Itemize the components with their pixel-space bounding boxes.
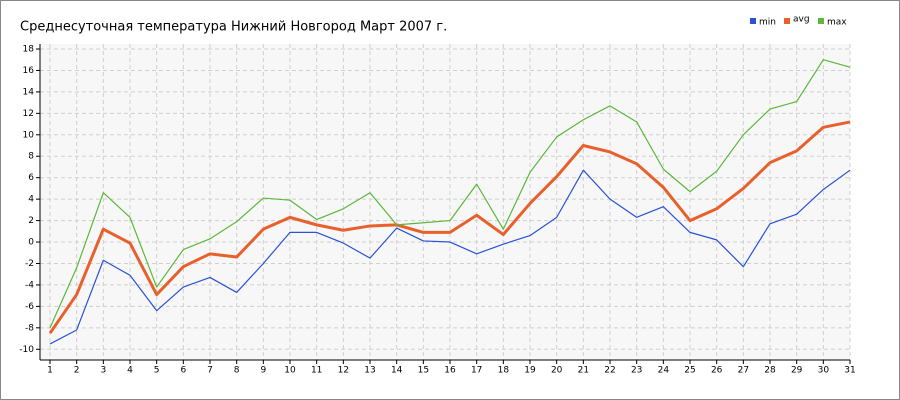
x-tick-label: 16 (444, 366, 456, 376)
series-line (48, 120, 851, 335)
y-tick-label: 10 (23, 130, 35, 140)
series-line (49, 169, 851, 345)
y-tick-label: 2 (28, 216, 34, 226)
y-tick-label: -8 (25, 323, 34, 333)
y-tick-label: 12 (23, 109, 34, 119)
x-tick-label: 30 (818, 366, 830, 376)
x-tick-label: 27 (738, 366, 749, 376)
x-tick-label: 7 (207, 366, 213, 376)
x-tick-label: 31 (844, 366, 855, 376)
plot-area (40, 44, 850, 360)
x-tick-label: 24 (658, 366, 670, 376)
x-tick-label: 4 (127, 366, 133, 376)
legend-label: avg (793, 15, 810, 25)
series-line (49, 59, 851, 329)
x-tick-label: 2 (74, 366, 80, 376)
x-tick-label: 5 (154, 366, 160, 376)
x-tick-label: 19 (524, 366, 536, 376)
x-tick-label: 6 (180, 366, 186, 376)
x-tick-label: 29 (791, 366, 803, 376)
x-tick-label: 18 (498, 366, 510, 376)
x-tick-label: 15 (418, 366, 429, 376)
y-tick-label: 8 (28, 152, 34, 162)
legend-swatch (784, 18, 790, 24)
legend-label: min (759, 18, 776, 28)
y-tick-label: -2 (25, 259, 34, 269)
x-tick-label: 9 (260, 366, 266, 376)
x-tick-label: 17 (471, 366, 482, 376)
x-tick-label: 23 (631, 366, 642, 376)
x-tick-label: 14 (391, 366, 403, 376)
x-tick-label: 12 (338, 366, 349, 376)
chart-title: Среднесуточная температура Нижний Новгор… (20, 20, 447, 35)
x-tick-label: 13 (364, 366, 375, 376)
x-tick-label: 26 (711, 366, 723, 376)
x-tick-label: 1 (47, 366, 53, 376)
y-tick-label: -4 (25, 280, 34, 290)
legend-swatch (818, 18, 824, 24)
y-tick-label: 18 (23, 45, 35, 55)
x-tick-label: 28 (764, 366, 776, 376)
x-tick-label: 11 (311, 366, 322, 376)
y-tick-label: -10 (19, 345, 34, 355)
x-tick-label: 22 (604, 366, 615, 376)
legend: min avg max (750, 15, 847, 28)
y-tick-label: 0 (28, 238, 34, 248)
legend-label: max (827, 18, 847, 28)
legend-swatch (750, 18, 756, 24)
y-tick-label: 16 (23, 66, 35, 76)
x-tick-label: 20 (551, 366, 563, 376)
x-tick-label: 25 (684, 366, 695, 376)
x-tick-label: 8 (234, 366, 240, 376)
y-tick-label: 6 (28, 173, 34, 183)
y-tick-label: 14 (23, 87, 35, 97)
y-tick-label: 4 (28, 195, 34, 205)
x-tick-label: 21 (578, 366, 589, 376)
y-tick-label: -6 (25, 302, 34, 312)
lines (48, 59, 851, 345)
x-tick-label: 3 (100, 366, 106, 376)
x-tick-label: 10 (284, 366, 296, 376)
